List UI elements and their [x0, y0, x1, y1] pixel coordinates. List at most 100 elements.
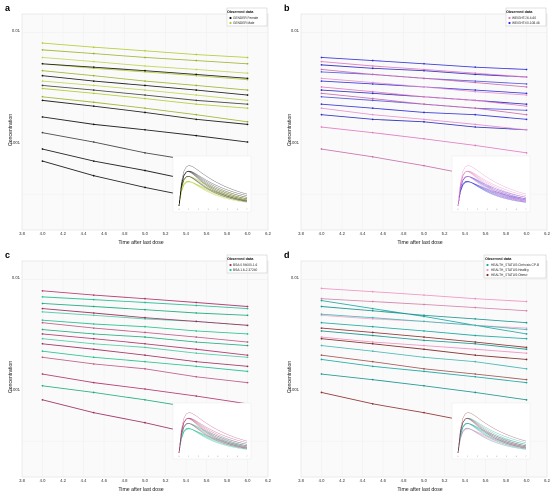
inset-series-line — [178, 418, 248, 454]
data-point — [92, 89, 95, 91]
panel-c: c Concentration Time after last dose Obs… — [5, 250, 272, 493]
data-point — [371, 81, 374, 84]
data-point — [525, 328, 528, 331]
data-point — [144, 354, 146, 357]
data-point — [371, 309, 374, 312]
data-point — [92, 337, 95, 340]
data-point — [525, 300, 528, 303]
data-point — [525, 128, 528, 131]
x-axis-title: Time after last dose — [397, 487, 442, 493]
data-point — [371, 113, 374, 116]
data-point — [320, 287, 323, 290]
data-point — [246, 123, 249, 126]
inset-x-tick-label: 3 — [487, 456, 488, 458]
data-point — [423, 62, 425, 65]
data-point — [423, 320, 425, 323]
data-point — [41, 384, 44, 387]
data-point — [423, 336, 425, 338]
y-tick-label: 0.001 — [289, 387, 300, 392]
data-point — [474, 89, 477, 91]
x-tick-label: 6.2 — [265, 231, 271, 236]
data-point — [246, 324, 249, 327]
data-point — [320, 299, 323, 302]
data-point — [371, 131, 374, 134]
data-point — [41, 302, 44, 305]
data-point — [144, 97, 146, 100]
data-point — [144, 360, 146, 363]
legend-title: Observed data — [485, 257, 512, 261]
data-point — [144, 80, 146, 83]
inset-series-line — [457, 170, 527, 207]
inset-x-tick-label: 3 — [208, 209, 209, 211]
data-point — [195, 89, 198, 91]
data-point — [246, 120, 249, 123]
data-point — [525, 348, 528, 351]
data-point — [41, 350, 44, 353]
data-point — [195, 113, 198, 116]
data-point — [41, 87, 44, 90]
inset-x-tick-label: 2 — [477, 209, 478, 211]
inset-series-line — [178, 171, 248, 207]
inset-series-line — [178, 180, 248, 207]
data-point — [195, 94, 198, 96]
data-point — [320, 126, 323, 128]
data-point — [144, 69, 146, 72]
data-point — [246, 354, 249, 357]
inset-plot — [172, 155, 252, 213]
data-point — [474, 306, 477, 309]
data-point — [320, 354, 323, 357]
inset-x-tick-label: 6 — [516, 209, 517, 211]
data-point — [144, 169, 146, 172]
data-point — [144, 89, 146, 91]
x-tick-label: 6.0 — [524, 478, 530, 483]
data-point — [525, 68, 528, 71]
x-tick-label: 5.8 — [224, 478, 230, 483]
data-point — [144, 346, 146, 349]
data-point — [195, 336, 198, 338]
data-point — [371, 65, 374, 67]
data-point — [474, 113, 477, 116]
data-point — [246, 365, 249, 368]
inset-x-tick-label: 5 — [506, 456, 507, 458]
x-tick-label: 5.2 — [163, 231, 169, 236]
data-point — [41, 48, 44, 51]
data-point — [320, 373, 323, 375]
data-point — [195, 312, 198, 314]
inset-series-line — [457, 427, 527, 454]
x-tick-label: 5.6 — [204, 231, 210, 236]
data-point — [144, 49, 146, 52]
data-point — [525, 327, 528, 330]
data-point — [246, 78, 249, 81]
inset-series-line — [457, 418, 527, 454]
data-point — [371, 334, 374, 337]
data-point — [423, 344, 425, 347]
inset-x-tick-label: 6 — [237, 456, 238, 458]
data-point — [474, 373, 477, 375]
inset-series-line — [178, 170, 248, 207]
inset-series-line — [178, 418, 248, 454]
data-point — [92, 92, 95, 95]
data-point — [371, 325, 374, 328]
data-point — [41, 398, 44, 401]
inset-x-tick-label: 2 — [198, 456, 199, 458]
data-point — [474, 297, 477, 300]
data-point — [320, 336, 323, 338]
data-point — [41, 295, 44, 298]
data-point — [371, 155, 374, 158]
data-point — [246, 62, 249, 65]
x-tick-label: 4.2 — [60, 478, 66, 483]
data-point — [371, 92, 374, 95]
data-point — [474, 99, 477, 102]
data-point — [320, 305, 323, 308]
data-point — [92, 323, 95, 325]
data-point — [525, 103, 528, 106]
legend-marker — [229, 263, 232, 267]
data-point — [195, 103, 198, 106]
data-point — [144, 342, 146, 345]
data-point — [246, 94, 249, 96]
data-point — [525, 352, 528, 355]
data-point — [525, 83, 528, 85]
x-tick-label: 5.0 — [142, 478, 148, 483]
legend-marker — [508, 16, 511, 20]
data-point — [525, 378, 528, 381]
